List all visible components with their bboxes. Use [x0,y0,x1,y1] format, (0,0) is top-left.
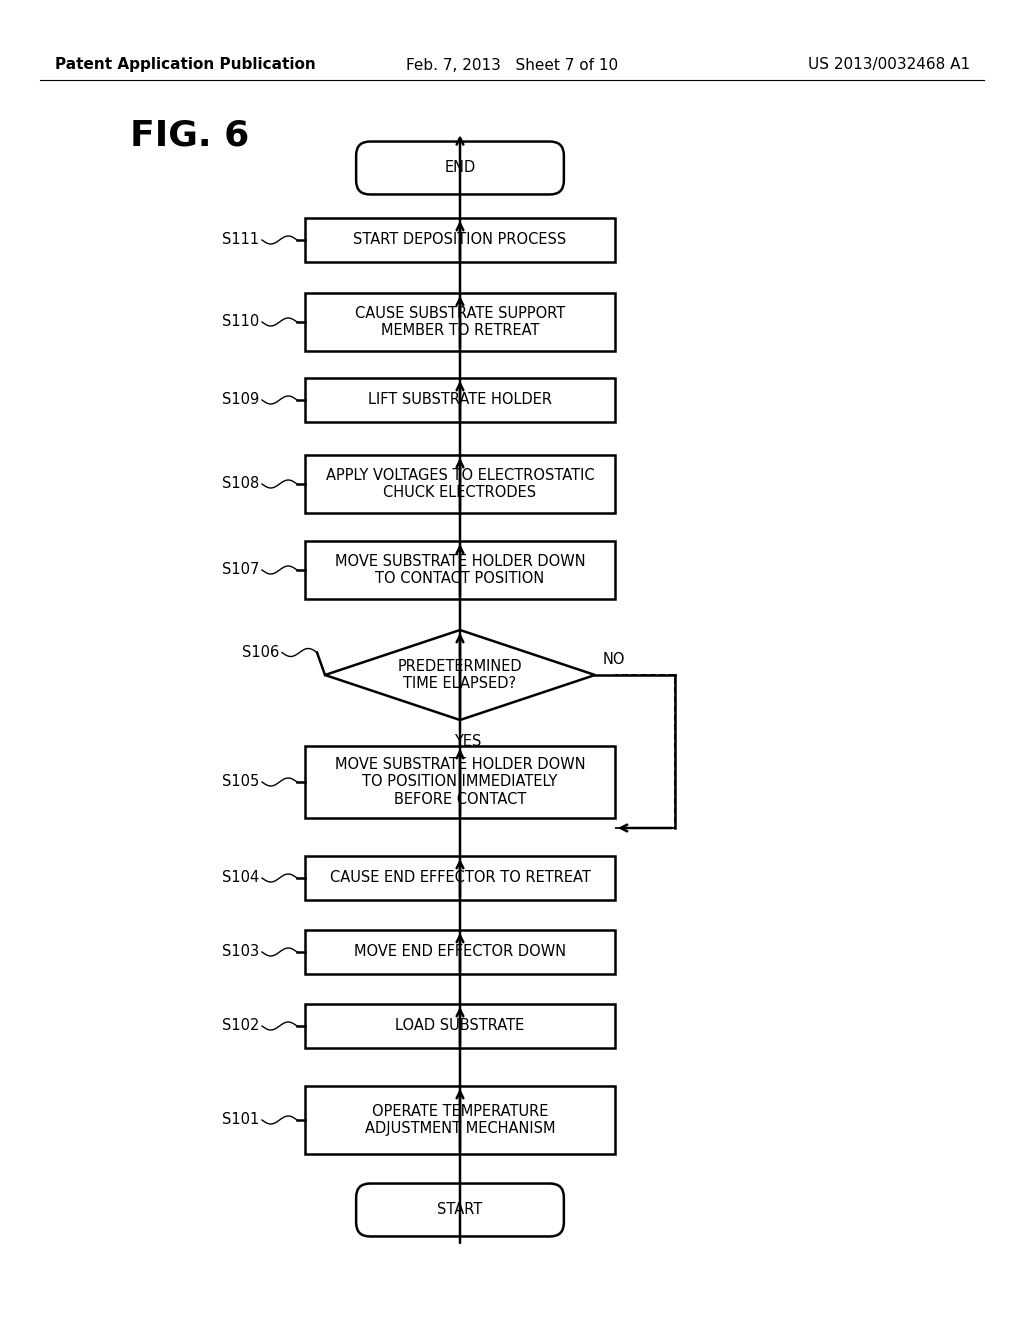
Text: LOAD SUBSTRATE: LOAD SUBSTRATE [395,1019,524,1034]
Text: S109: S109 [222,392,259,408]
Text: Feb. 7, 2013   Sheet 7 of 10: Feb. 7, 2013 Sheet 7 of 10 [406,58,618,73]
Text: MOVE END EFFECTOR DOWN: MOVE END EFFECTOR DOWN [354,945,566,960]
Text: NO: NO [603,652,626,667]
Text: OPERATE TEMPERATURE
ADJUSTMENT MECHANISM: OPERATE TEMPERATURE ADJUSTMENT MECHANISM [365,1104,555,1137]
Bar [305,455,615,513]
Text: S104: S104 [222,870,259,886]
Bar [305,1086,615,1154]
Text: US 2013/0032468 A1: US 2013/0032468 A1 [808,58,970,73]
Text: S111: S111 [222,232,259,248]
Text: S103: S103 [222,945,259,960]
Text: Patent Application Publication: Patent Application Publication [55,58,315,73]
Text: S101: S101 [222,1113,259,1127]
Bar [305,855,615,900]
Text: MOVE SUBSTRATE HOLDER DOWN
TO CONTACT POSITION: MOVE SUBSTRATE HOLDER DOWN TO CONTACT PO… [335,554,586,586]
Text: CAUSE END EFFECTOR TO RETREAT: CAUSE END EFFECTOR TO RETREAT [330,870,591,886]
Bar [305,218,615,261]
Text: S107: S107 [221,562,259,578]
Text: START DEPOSITION PROCESS: START DEPOSITION PROCESS [353,232,566,248]
Text: S106: S106 [242,645,279,660]
Text: MOVE SUBSTRATE HOLDER DOWN
TO POSITION IMMEDIATELY
BEFORE CONTACT: MOVE SUBSTRATE HOLDER DOWN TO POSITION I… [335,758,586,807]
Bar [305,1005,615,1048]
Text: PREDETERMINED
TIME ELAPSED?: PREDETERMINED TIME ELAPSED? [397,659,522,692]
Text: FIG. 6: FIG. 6 [130,117,249,152]
Bar [305,378,615,422]
FancyBboxPatch shape [356,141,564,194]
Text: START: START [437,1203,482,1217]
Text: CAUSE SUBSTRATE SUPPORT
MEMBER TO RETREAT: CAUSE SUBSTRATE SUPPORT MEMBER TO RETREA… [355,306,565,338]
Text: END: END [444,161,475,176]
Bar [305,541,615,599]
FancyBboxPatch shape [356,1184,564,1237]
Text: S108: S108 [222,477,259,491]
Bar [305,293,615,351]
Bar [305,746,615,818]
Text: YES: YES [455,734,481,748]
Text: S102: S102 [221,1019,259,1034]
Text: S105: S105 [222,775,259,789]
Polygon shape [325,630,595,719]
Text: S110: S110 [222,314,259,330]
Text: LIFT SUBSTRATE HOLDER: LIFT SUBSTRATE HOLDER [368,392,552,408]
Text: APPLY VOLTAGES TO ELECTROSTATIC
CHUCK ELECTRODES: APPLY VOLTAGES TO ELECTROSTATIC CHUCK EL… [326,467,594,500]
Bar [305,931,615,974]
